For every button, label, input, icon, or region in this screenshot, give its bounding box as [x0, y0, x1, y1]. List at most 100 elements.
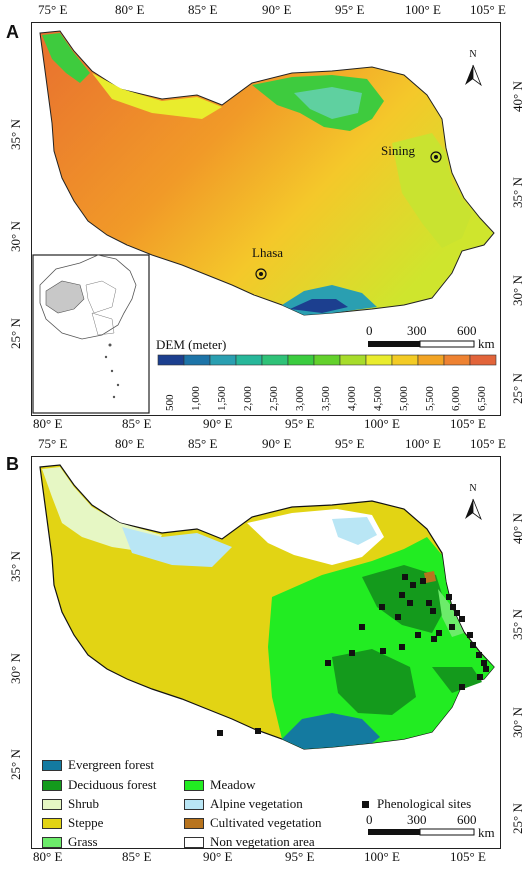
lat-label: 35° N: [8, 119, 23, 150]
dem-legend-tick: 3,000: [294, 386, 306, 411]
dem-map-svg: [32, 30, 497, 414]
deciduous-forest-patch: [432, 667, 482, 693]
scale-tick: 300: [407, 323, 427, 338]
lon-label: 80° E: [115, 436, 145, 451]
lon-label: 105° E: [470, 436, 506, 451]
dem-color-step: [391, 354, 419, 366]
lon-label: 100° E: [364, 416, 400, 431]
legend-swatch: [184, 779, 204, 791]
lon-label: 80° E: [33, 849, 63, 864]
dem-color-step: [443, 354, 471, 366]
scale-tick: 0: [366, 812, 373, 827]
lat-label: 25° N: [510, 373, 525, 404]
lat-label: 25° N: [8, 749, 23, 780]
lon-label: 75° E: [38, 2, 68, 17]
dem-color-step: [417, 354, 445, 366]
north-arrow-icon: [465, 498, 482, 521]
dem-legend-tick: 2,500: [268, 386, 280, 411]
lon-label: 100° E: [405, 436, 441, 451]
phenological-site-marker: [454, 610, 460, 616]
phenological-site-marker: [399, 644, 405, 650]
map-frame: N Evergreen forest Deciduous forest Shru…: [31, 456, 501, 849]
phenological-site-marker: [449, 624, 455, 630]
lon-label: 85° E: [122, 416, 152, 431]
lon-label: 90° E: [262, 436, 292, 451]
legend-label: Alpine vegetation: [210, 796, 303, 811]
dem-legend-title: DEM (meter): [156, 337, 227, 352]
legend-label: Evergreen forest: [68, 757, 155, 772]
scale-bar: [368, 828, 475, 836]
lat-label: 35° N: [510, 609, 525, 640]
phenological-site-marker: [349, 650, 355, 656]
legend-item: Alpine vegetation: [184, 796, 303, 812]
phenological-site-marker: [446, 594, 452, 600]
lon-label: 85° E: [188, 2, 218, 17]
legend-label: Non vegetation area: [210, 834, 315, 849]
phenological-site-marker: [399, 592, 405, 598]
lon-label: 105° E: [450, 849, 486, 864]
legend-swatch: [184, 817, 204, 829]
china-inset-map: [32, 254, 150, 414]
north-alpine: [122, 527, 232, 567]
panel-letter: A: [6, 22, 19, 42]
evergreen-forest: [282, 713, 380, 749]
lon-label: 90° E: [262, 2, 292, 17]
phenological-site-marker: [436, 630, 442, 636]
dem-legend-tick: 500: [164, 394, 176, 412]
lon-label: 95° E: [285, 416, 315, 431]
phenological-site-marker: [426, 600, 432, 606]
legend-item: Steppe: [42, 815, 103, 831]
lon-label: 105° E: [470, 2, 506, 17]
scale-tick: 0: [366, 323, 373, 338]
site-marker-swatch: [362, 800, 369, 808]
phenological-site-marker: [420, 578, 426, 584]
legend-label: Steppe: [68, 815, 104, 830]
phenological-site-marker: [459, 616, 465, 622]
scale-unit: km: [478, 825, 495, 840]
phenological-site-marker: [379, 604, 385, 610]
lon-label: 100° E: [405, 2, 441, 17]
phenological-site-marker: [477, 674, 483, 680]
city-label-sining: Sining: [381, 143, 415, 158]
phenological-site-marker: [450, 604, 456, 610]
legend-item: Deciduous forest: [42, 777, 156, 793]
lon-label: 95° E: [285, 849, 315, 864]
scale-tick: 600: [457, 323, 477, 338]
legend-swatch: [42, 798, 62, 810]
legend-label: Deciduous forest: [68, 777, 157, 792]
phenological-site-marker: [217, 730, 223, 736]
legend-item: Phenological sites: [356, 796, 471, 812]
lat-label: 25° N: [510, 803, 525, 834]
legend-swatch: [42, 759, 62, 771]
scale-tick: 300: [407, 812, 427, 827]
lon-label: 85° E: [188, 436, 218, 451]
panel-letter: B: [6, 454, 19, 474]
lon-label: 75° E: [38, 436, 68, 451]
lat-label: 35° N: [8, 551, 23, 582]
lat-label: 35° N: [510, 177, 525, 208]
dem-color-step: [209, 354, 237, 366]
dem-legend-tick: 6,000: [450, 386, 462, 411]
dem-legend-tick: 3,500: [320, 386, 332, 411]
legend-label: Cultivated vegetation: [210, 815, 322, 830]
legend-label: Phenological sites: [377, 796, 472, 811]
north-arrow-icon: [465, 64, 482, 87]
dem-color-step: [339, 354, 367, 366]
legend-swatch: [184, 798, 204, 810]
deciduous-forest-patch: [332, 649, 416, 715]
lon-label: 90° E: [203, 849, 233, 864]
lat-label: 30° N: [8, 653, 23, 684]
legend-swatch: [184, 836, 204, 848]
city-marker-sining: [430, 151, 442, 163]
phenological-site-marker: [470, 642, 476, 648]
phenological-site-marker: [255, 728, 261, 734]
phenological-site-marker: [359, 624, 365, 630]
phenological-site-marker: [430, 608, 436, 614]
scale-unit: km: [478, 336, 495, 351]
phenological-site-marker: [467, 632, 473, 638]
city-marker-lhasa: [255, 268, 267, 280]
legend-item: Grass: [42, 834, 98, 848]
north-yellow-band: [92, 73, 222, 119]
phenological-site-marker: [476, 652, 482, 658]
dem-color-step: [287, 354, 315, 366]
